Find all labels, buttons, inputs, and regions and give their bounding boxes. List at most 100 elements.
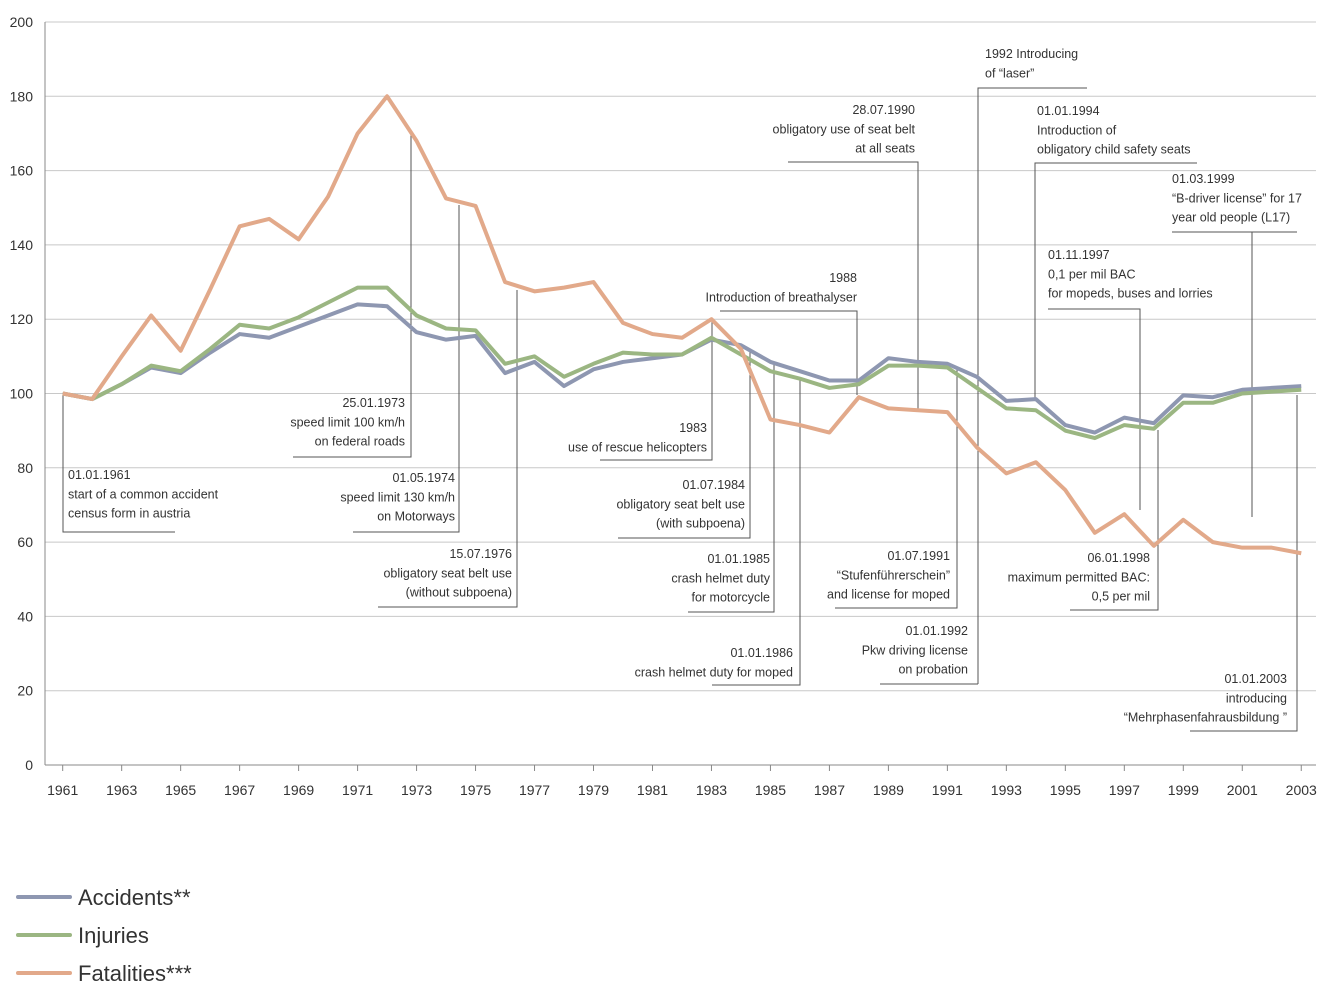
y-tick-label: 200: [10, 14, 34, 30]
annotation: 0,5 per mil: [1092, 590, 1150, 604]
legend-label: Fatalities***: [78, 961, 192, 986]
annotation: obligatory use of seat belt: [773, 122, 916, 136]
y-tick-label: 160: [10, 163, 34, 179]
annotation: (with subpoena): [656, 517, 745, 531]
annotation-leader: [293, 135, 412, 458]
annotation: use of rescue helicopters: [568, 440, 707, 454]
x-tick-label: 1995: [1050, 782, 1081, 798]
annotation-leader: [688, 365, 775, 613]
x-tick-label: 1961: [47, 782, 78, 798]
annotation: Introduction of: [1037, 123, 1117, 137]
annotation: 01.07.1984: [682, 478, 745, 492]
annotation-leader: [1070, 430, 1159, 611]
x-tick-label: 1987: [814, 782, 845, 798]
x-tick-label: 1993: [991, 782, 1022, 798]
annotation: 01.01.1994: [1037, 104, 1100, 118]
annotation: at all seats: [855, 142, 915, 156]
x-tick-label: 1979: [578, 782, 609, 798]
x-tick-label: 1991: [932, 782, 963, 798]
x-tick-label: 1967: [224, 782, 255, 798]
x-tick-label: 1999: [1168, 782, 1199, 798]
annotation-leader: [1034, 162, 1197, 400]
annotation-leader: [788, 161, 919, 410]
y-tick-label: 120: [10, 311, 34, 327]
annotation: 25.01.1973: [342, 396, 405, 410]
annotation: obligatory seat belt use: [616, 497, 745, 511]
x-tick-label: 1965: [165, 782, 196, 798]
legend-label: Accidents**: [78, 885, 191, 910]
annotation: 0,1 per mil BAC: [1048, 267, 1136, 281]
x-tick-label: 1971: [342, 782, 373, 798]
annotation-leader: [1190, 395, 1298, 732]
annotation: obligatory child safety seats: [1037, 143, 1191, 157]
annotation: and license for moped: [827, 588, 950, 602]
x-tick-label: 1975: [460, 782, 491, 798]
annotation: crash helmet duty for moped: [635, 665, 793, 679]
annotation: 01.01.1992: [905, 624, 968, 638]
y-tick-label: 0: [25, 757, 33, 773]
annotation: for mopeds, buses and lorries: [1048, 287, 1213, 301]
annotation-leader: [835, 370, 958, 609]
annotation-leader: [378, 290, 518, 608]
y-tick-label: 100: [10, 386, 34, 402]
series-line: [62, 302, 1302, 435]
annotation: 1988: [829, 271, 857, 285]
annotation: obligatory seat belt use: [383, 566, 512, 580]
annotation: “Mehrphasenfahrausbildung ”: [1124, 711, 1287, 725]
x-tick-label: 1997: [1109, 782, 1140, 798]
annotation: 01.01.2003: [1224, 672, 1287, 686]
x-tick-label: 2001: [1227, 782, 1258, 798]
x-tick-label: 1969: [283, 782, 314, 798]
x-tick-label: 1985: [755, 782, 786, 798]
annotation: 15.07.1976: [449, 547, 512, 561]
y-tick-label: 60: [17, 534, 33, 550]
annotation: (without subpoena): [406, 586, 512, 600]
annotation: 01.11.1997: [1048, 248, 1110, 262]
legend-label: Injuries: [78, 923, 149, 948]
annotation: maximum permitted BAC:: [1008, 570, 1150, 584]
y-tick-label: 80: [17, 460, 33, 476]
annotation-leader: [600, 322, 713, 461]
x-tick-label: 1963: [106, 782, 137, 798]
annotation: speed limit 100 km/h: [290, 415, 405, 429]
annotation: 01.07.1991: [887, 549, 950, 563]
annotation: 01.05.1974: [392, 471, 455, 485]
annotation: on probation: [898, 663, 968, 677]
y-tick-label: 40: [17, 608, 33, 624]
annotation: start of a common accident: [68, 487, 219, 501]
annotation-leader: [977, 87, 1087, 684]
x-tick-label: 1973: [401, 782, 432, 798]
annotation: 1983: [679, 421, 707, 435]
series-line: [62, 94, 1302, 556]
x-tick-label: 1989: [873, 782, 904, 798]
annotation-leader: [720, 310, 858, 395]
annotation: of “laser”: [985, 66, 1034, 80]
annotation: on Motorways: [377, 510, 455, 524]
x-tick-label: 1977: [519, 782, 550, 798]
annotation-leader: [712, 378, 801, 686]
series-line: [62, 285, 1302, 441]
annotation: speed limit 130 km/h: [340, 490, 455, 504]
annotation: 1992 Introducing: [985, 47, 1078, 61]
annotation-leader: [62, 393, 175, 533]
annotation: for motorcycle: [692, 591, 771, 605]
y-tick-label: 180: [10, 88, 34, 104]
annotation: Introduction of breathalyser: [706, 290, 857, 304]
y-tick-label: 140: [10, 237, 34, 253]
annotation: on federal roads: [315, 435, 405, 449]
y-tick-label: 20: [17, 683, 33, 699]
x-tick-label: 1981: [637, 782, 668, 798]
annotation-leader: [353, 205, 460, 533]
annotation: 01.01.1986: [730, 646, 793, 660]
annotation: Pkw driving license: [862, 643, 968, 657]
x-tick-label: 2003: [1286, 782, 1317, 798]
annotation: introducing: [1226, 691, 1287, 705]
x-tick-label: 1983: [696, 782, 727, 798]
annotation: 01.01.1985: [707, 552, 770, 566]
annotation-leader: [1048, 308, 1141, 510]
annotation: year old people (L17): [1172, 211, 1290, 225]
annotation: crash helmet duty: [671, 571, 770, 585]
annotation: 01.01.1961: [68, 468, 131, 482]
annotation: “B-driver license” for 17: [1172, 191, 1302, 205]
